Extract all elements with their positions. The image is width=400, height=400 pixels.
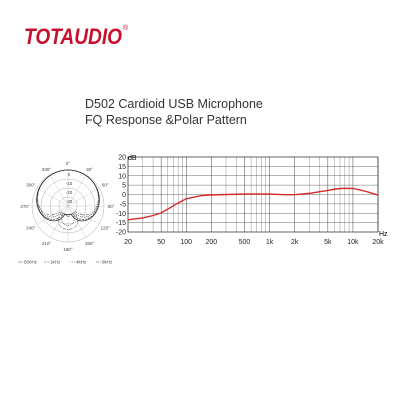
y-tick-label: 0	[122, 192, 126, 199]
y-tick-label: 10	[118, 173, 126, 180]
polar-angle-label: 270°	[20, 204, 30, 209]
x-tick-label: 1k	[266, 239, 274, 246]
polar-spoke	[67, 205, 100, 225]
polar-spoke	[67, 174, 87, 207]
x-tick-label: 10k	[347, 239, 359, 246]
polar-angle-label: 150°	[85, 241, 95, 246]
polar-angle-label: 30°	[86, 167, 93, 172]
polar-angle-label: 330°	[42, 167, 52, 172]
brand-logo-text: TOTAUDIO	[24, 24, 122, 49]
polar-legend-label: 1kHz	[50, 260, 61, 265]
y-tick-label: -20	[116, 230, 126, 237]
polar-spoke	[49, 174, 69, 207]
x-tick-label: 50	[157, 239, 165, 246]
polar-spoke	[67, 205, 87, 238]
x-tick-label: 20k	[372, 239, 384, 246]
y-axis-label: dB	[128, 155, 137, 162]
polar-curves	[36, 169, 100, 230]
polar-ring-label: -10	[66, 181, 73, 186]
polar-angle-label: 240°	[26, 226, 36, 231]
polar-spoke	[67, 187, 100, 207]
x-tick-label: 200	[205, 239, 217, 246]
y-tick-label: -15	[116, 220, 126, 227]
response-line	[127, 187, 379, 221]
title-block: D502 Cardioid USB Microphone FQ Response…	[85, 96, 263, 128]
polar-legend-label: 500Hz	[24, 260, 38, 265]
polar-ring-label: -20	[66, 190, 73, 195]
polar-ring-label: 0	[68, 172, 71, 177]
y-tick-label: 20	[118, 155, 126, 162]
x-tick-label: 5k	[324, 239, 332, 246]
polar-ring-labels: 0 -10 -20 -30	[66, 172, 73, 204]
polar-angle-label: 60°	[102, 183, 109, 188]
y-tick-label: 15	[118, 164, 126, 171]
product-title: D502 Cardioid USB Microphone	[85, 97, 263, 111]
polar-spoke	[36, 187, 69, 207]
y-tick-label: -10	[116, 211, 126, 218]
x-tick-label: 20	[124, 239, 132, 246]
polar-legend-label: 4kHz	[76, 260, 87, 265]
polar-angle-label: 0°	[66, 161, 71, 166]
x-axis-label: Hz	[379, 231, 388, 238]
response-y-ticks: 20 15 10 5 0 -5 -10 -15 -20	[116, 155, 126, 237]
x-tick-label: 100	[180, 239, 192, 246]
x-tick-label: 2k	[291, 239, 299, 246]
polar-curve	[37, 169, 99, 230]
polar-angle-label: 180°	[63, 247, 73, 252]
polar-legend-label: 8kHz	[102, 260, 113, 265]
y-tick-label: -5	[120, 201, 126, 208]
polar-ring-label: -30	[66, 199, 73, 204]
polar-legend: 500Hz 1kHz 4kHz 8kHz	[18, 260, 113, 265]
polar-angle-label: 120°	[101, 226, 111, 231]
response-x-ticks: 20 50 100 200 500 1k 2k 5k 10k 20k	[124, 239, 384, 246]
brand-logo: TOTAUDIO ®	[24, 24, 129, 49]
product-subtitle: FQ Response &Polar Pattern	[85, 113, 247, 127]
polar-spoke	[49, 205, 69, 238]
polar-angle-labels: 0° 30° 60° 90° 120° 150° 180° 210° 240° 270° 300° 3…	[20, 161, 114, 252]
response-series	[127, 187, 379, 221]
registered-mark: ®	[123, 24, 129, 32]
polar-angle-label: 300°	[26, 183, 36, 188]
response-grid	[127, 156, 379, 233]
x-tick-label: 500	[239, 239, 251, 246]
y-tick-label: 5	[122, 183, 126, 190]
polar-angle-label: 90°	[108, 204, 115, 209]
polar-angle-label: 210°	[42, 241, 52, 246]
polar-pattern-chart: 0° 30° 60° 90° 120° 150° 180° 210° 240° 270° 300° 3…	[18, 161, 115, 265]
